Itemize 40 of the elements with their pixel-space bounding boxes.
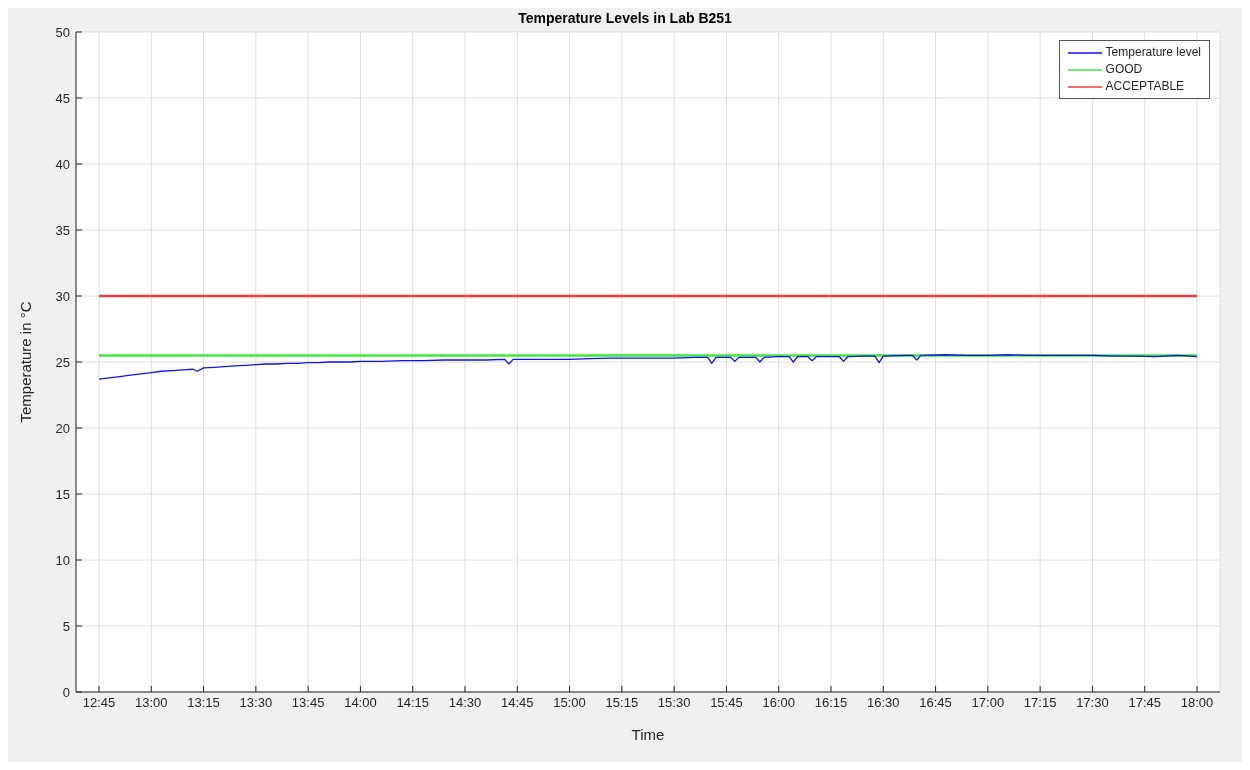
y-tick-label: 50	[55, 24, 70, 40]
x-tick-label: 13:00	[135, 695, 168, 711]
x-tick-label: 16:15	[814, 695, 848, 711]
x-tick-label: 14:30	[448, 695, 482, 711]
x-tick-label: 13:15	[187, 695, 220, 711]
x-tick-label: 14:45	[501, 695, 534, 711]
y-tick-label: 30	[55, 288, 70, 304]
x-tick-label: 13:30	[239, 695, 273, 711]
y-axis-title: Temperature in °C	[17, 301, 35, 423]
x-tick-label: 17:00	[971, 695, 1005, 711]
x-tick-label: 13:45	[291, 695, 325, 711]
y-tick-label: 45	[55, 90, 70, 106]
y-tick-label: 5	[62, 618, 70, 634]
x-tick-label: 14:00	[344, 695, 377, 711]
x-tick-label: 16:00	[762, 695, 795, 711]
x-tick-label: 17:15	[1023, 695, 1057, 711]
legend-label: GOOD	[1105, 61, 1143, 78]
x-tick-label: 16:30	[867, 695, 900, 711]
y-tick-label: 15	[55, 486, 70, 502]
x-tick-label: 17:30	[1076, 695, 1109, 711]
x-tick-label: 18:00	[1180, 695, 1214, 711]
chart-title: Temperature Levels in Lab B251	[517, 10, 733, 26]
y-tick-label: 25	[55, 354, 70, 370]
x-tick-label: 17:45	[1128, 695, 1161, 711]
x-tick-label: 15:45	[710, 695, 743, 711]
legend-label: ACCEPTABLE	[1105, 78, 1185, 95]
x-tick-label: 14:15	[396, 695, 429, 711]
y-tick-label: 20	[55, 420, 70, 436]
line-series	[98, 354, 1198, 380]
y-tick-label: 40	[55, 156, 70, 172]
y-tick-label: 35	[55, 222, 70, 238]
legend-label: Temperature level	[1105, 44, 1201, 61]
x-tick-label: 15:15	[605, 695, 639, 711]
y-tick-label: 10	[55, 552, 70, 568]
x-tick-label: 15:00	[553, 695, 586, 711]
x-tick-label: 15:30	[657, 695, 691, 711]
x-tick-label: 12:45	[82, 695, 116, 711]
x-axis-title: Time	[631, 726, 665, 743]
y-tick-label: 0	[62, 684, 70, 700]
x-tick-label: 16:45	[919, 695, 952, 711]
